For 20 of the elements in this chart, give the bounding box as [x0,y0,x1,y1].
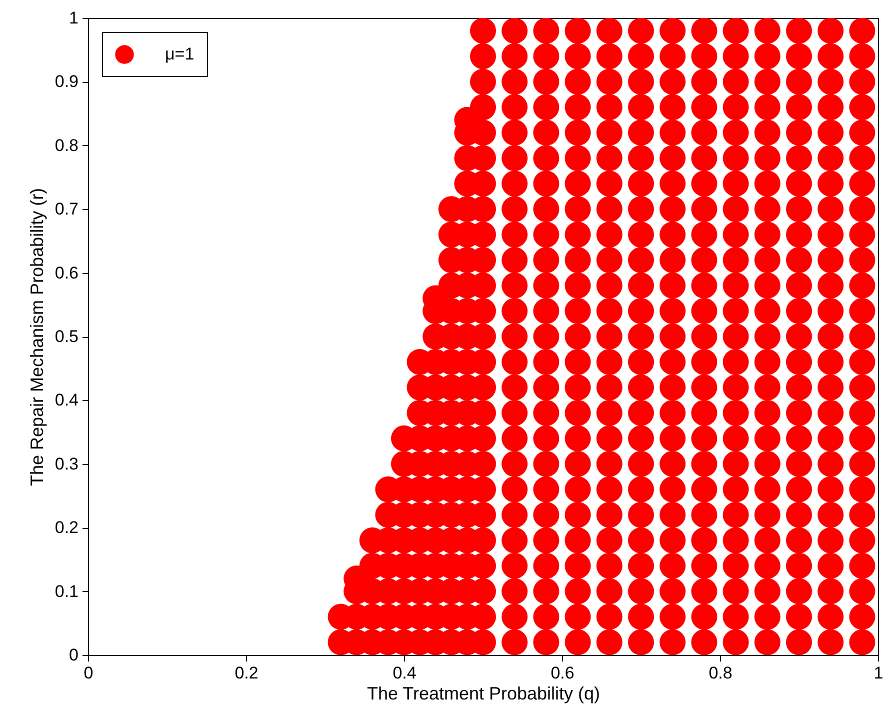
y-tick-label: 0.2 [54,518,78,538]
x-tick-label: 0 [84,664,94,682]
y-tick-label: 0.7 [54,200,78,219]
y-tick-label: 0.5 [54,327,78,346]
y-tick-label: 0.3 [54,454,78,474]
x-tick-label: 0.2 [234,664,258,682]
x-tick-label: 1 [874,664,884,682]
x-tick-label: 0.4 [392,664,416,682]
y-tick-label: 0.6 [54,263,78,282]
y-tick-label: 0.9 [54,72,78,92]
y-axis-title: The Repair Mechanism Probability (r) [26,188,47,486]
y-tick-label: 1 [69,8,78,28]
x-axis-title: The Treatment Probability (q) [366,684,600,704]
y-tick-label: 0.8 [54,136,78,155]
y-tick-label: 0.1 [54,582,78,601]
y-tick-label: 0.4 [54,390,78,410]
x-tick-label: 0.6 [550,664,574,682]
y-tick-label: 0 [69,646,78,664]
legend-label: μ=1 [165,44,194,64]
x-tick-label: 0.8 [708,664,732,682]
